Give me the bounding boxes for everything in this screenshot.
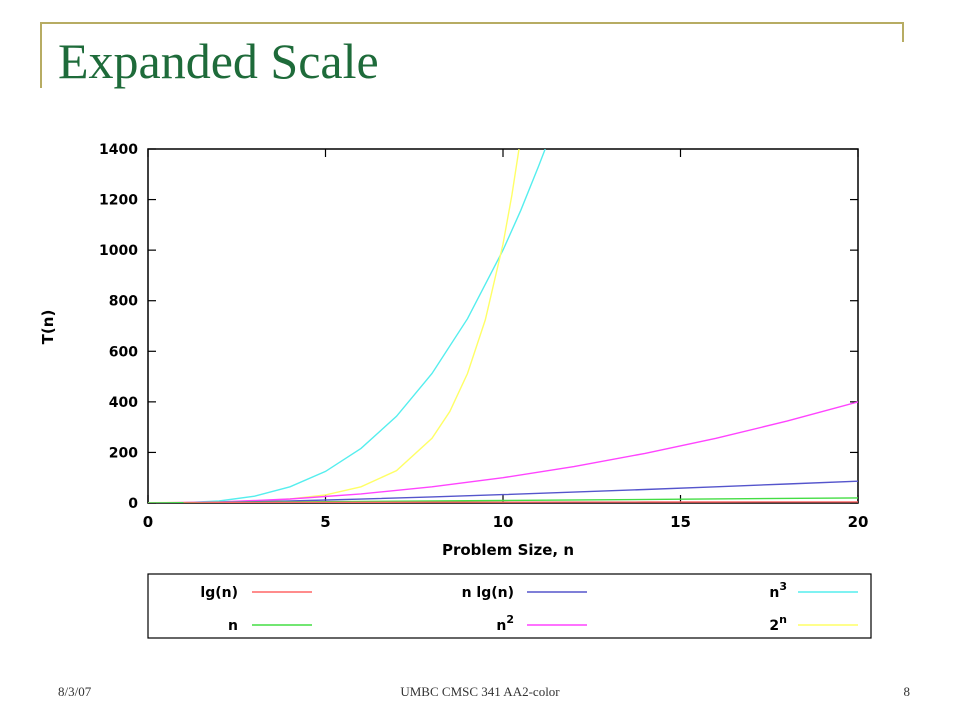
legend-box	[147, 573, 872, 639]
slide-frame-right	[902, 22, 904, 42]
y-tick-label: 600	[109, 344, 138, 360]
legend-label: lg(n)	[200, 585, 238, 601]
page-number: 8	[903, 684, 911, 699]
plot-frame	[147, 148, 859, 504]
y-tick-label: 1200	[99, 193, 138, 209]
slide-frame-left	[40, 22, 42, 88]
footer-course: UMBC CMSC 341 AA2-color	[400, 684, 560, 699]
x-tick-label: 20	[848, 513, 869, 531]
slide-title: Expanded Scale	[58, 33, 379, 89]
x-tick-label: 15	[670, 513, 691, 531]
x-tick-label: 0	[143, 513, 153, 531]
y-tick-label: 200	[109, 445, 138, 461]
y-tick-label: 800	[109, 294, 138, 310]
legend: lg(n) n n lg(n) n2 n3 2n	[147, 573, 872, 639]
y-tick-label: 400	[109, 395, 138, 411]
y-axis-label: T(n)	[39, 310, 57, 345]
legend-label: n	[228, 618, 238, 634]
legend-label: 2n	[769, 613, 787, 634]
plot-area: 0 200 400 600 800 1000 1200 1400 0 5 10 15 20	[99, 142, 868, 531]
legend-label: n2	[496, 613, 514, 634]
y-tick-label: 0	[128, 496, 138, 512]
series-line	[148, 401, 858, 503]
series-line	[148, 149, 546, 503]
footer-date: 8/3/07	[58, 684, 92, 699]
legend-label: n3	[769, 580, 787, 601]
slide-frame-top	[40, 22, 904, 24]
x-tick-label: 5	[320, 513, 330, 531]
y-tick-label: 1000	[99, 243, 138, 259]
x-axis-label: Problem Size, n	[442, 541, 574, 559]
series-line	[183, 501, 858, 503]
x-tick-label: 10	[493, 513, 514, 531]
y-tick-label: 1400	[99, 142, 138, 158]
legend-label: n lg(n)	[462, 585, 514, 601]
